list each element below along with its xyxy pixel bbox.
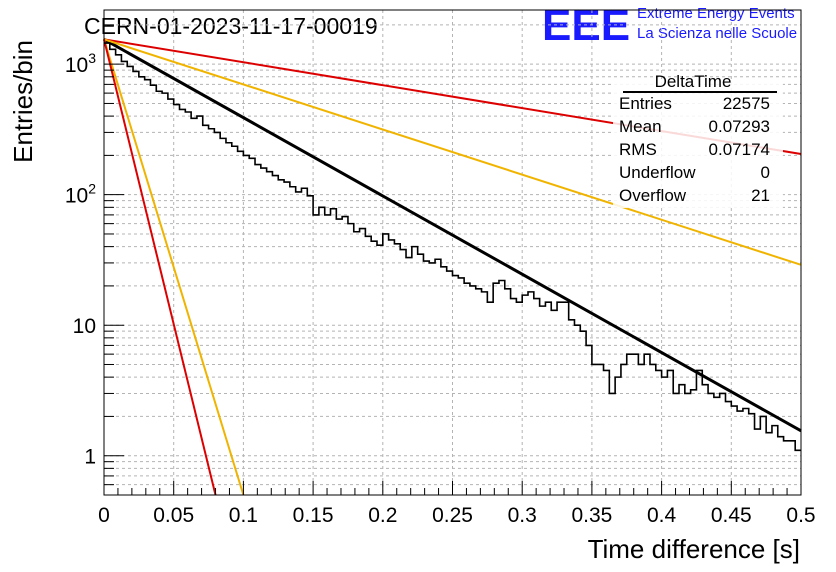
fit-line-3 (103, 39, 245, 496)
stats-rms-label: RMS (619, 140, 657, 159)
fit-line-0 (103, 38, 802, 433)
histogram-outline (104, 42, 801, 452)
x-tick-label: 0.45 (711, 504, 752, 527)
stats-box: DeltaTime Entries 22575 Mean 0.07293 RMS… (613, 72, 783, 208)
x-axis-title: Time difference [s] (588, 534, 800, 564)
x-tick-label: 0.4 (647, 504, 677, 527)
stats-mean-label: Mean (619, 117, 662, 136)
stats-entries-label: Entries (619, 94, 672, 113)
y-axis-title: Entries/bin (8, 40, 38, 163)
y-tick-label: 103 (65, 50, 96, 77)
stats-rms-value: 0.07174 (709, 140, 770, 159)
stats-mean-value: 0.07293 (709, 117, 770, 136)
x-tick-label: 0.15 (293, 504, 334, 527)
x-tick-label: 0.5 (786, 504, 815, 527)
stats-overflow-label: Overflow (619, 186, 687, 205)
x-tick-label: 0.05 (153, 504, 194, 527)
stats-overflow-value: 21 (751, 186, 770, 205)
eee-logo: EEE (542, 1, 630, 50)
x-tick-label: 0.3 (508, 504, 537, 527)
stats-underflow-value: 0 (761, 163, 770, 182)
logo-subtitle-1: Extreme Energy Events (637, 5, 795, 22)
x-tick-label: 0.2 (368, 504, 397, 527)
fit-line-4 (103, 39, 217, 496)
stats-title: DeltaTime (655, 72, 732, 91)
fit-line-2 (103, 38, 802, 266)
logo-subtitle-2: La Scienza nelle Scuole (637, 25, 797, 42)
stats-entries-value: 22575 (723, 94, 770, 113)
histogram-layer (104, 42, 801, 452)
run-title: CERN-01-2023-11-17-00019 (84, 13, 378, 39)
x-tick-labels: 0 0.05 0.1 0.15 0.2 0.25 0.3 0.35 0.4 0.45 0.5 (98, 504, 815, 527)
stats-box-bg (613, 80, 783, 208)
y-tick-labels: 1 10 102 103 (65, 50, 96, 469)
x-tick-label: 0.1 (229, 504, 258, 527)
y-tick-label: 102 (65, 181, 96, 208)
x-tick-label: 0.25 (432, 504, 473, 527)
x-tick-label: 0.35 (571, 504, 612, 527)
x-tick-label: 0 (98, 504, 110, 527)
y-tick-label: 1 (84, 446, 96, 469)
stats-underflow-label: Underflow (619, 163, 696, 182)
y-tick-label: 10 (73, 315, 96, 338)
grid (104, 10, 801, 496)
plot-frame (103, 9, 802, 496)
